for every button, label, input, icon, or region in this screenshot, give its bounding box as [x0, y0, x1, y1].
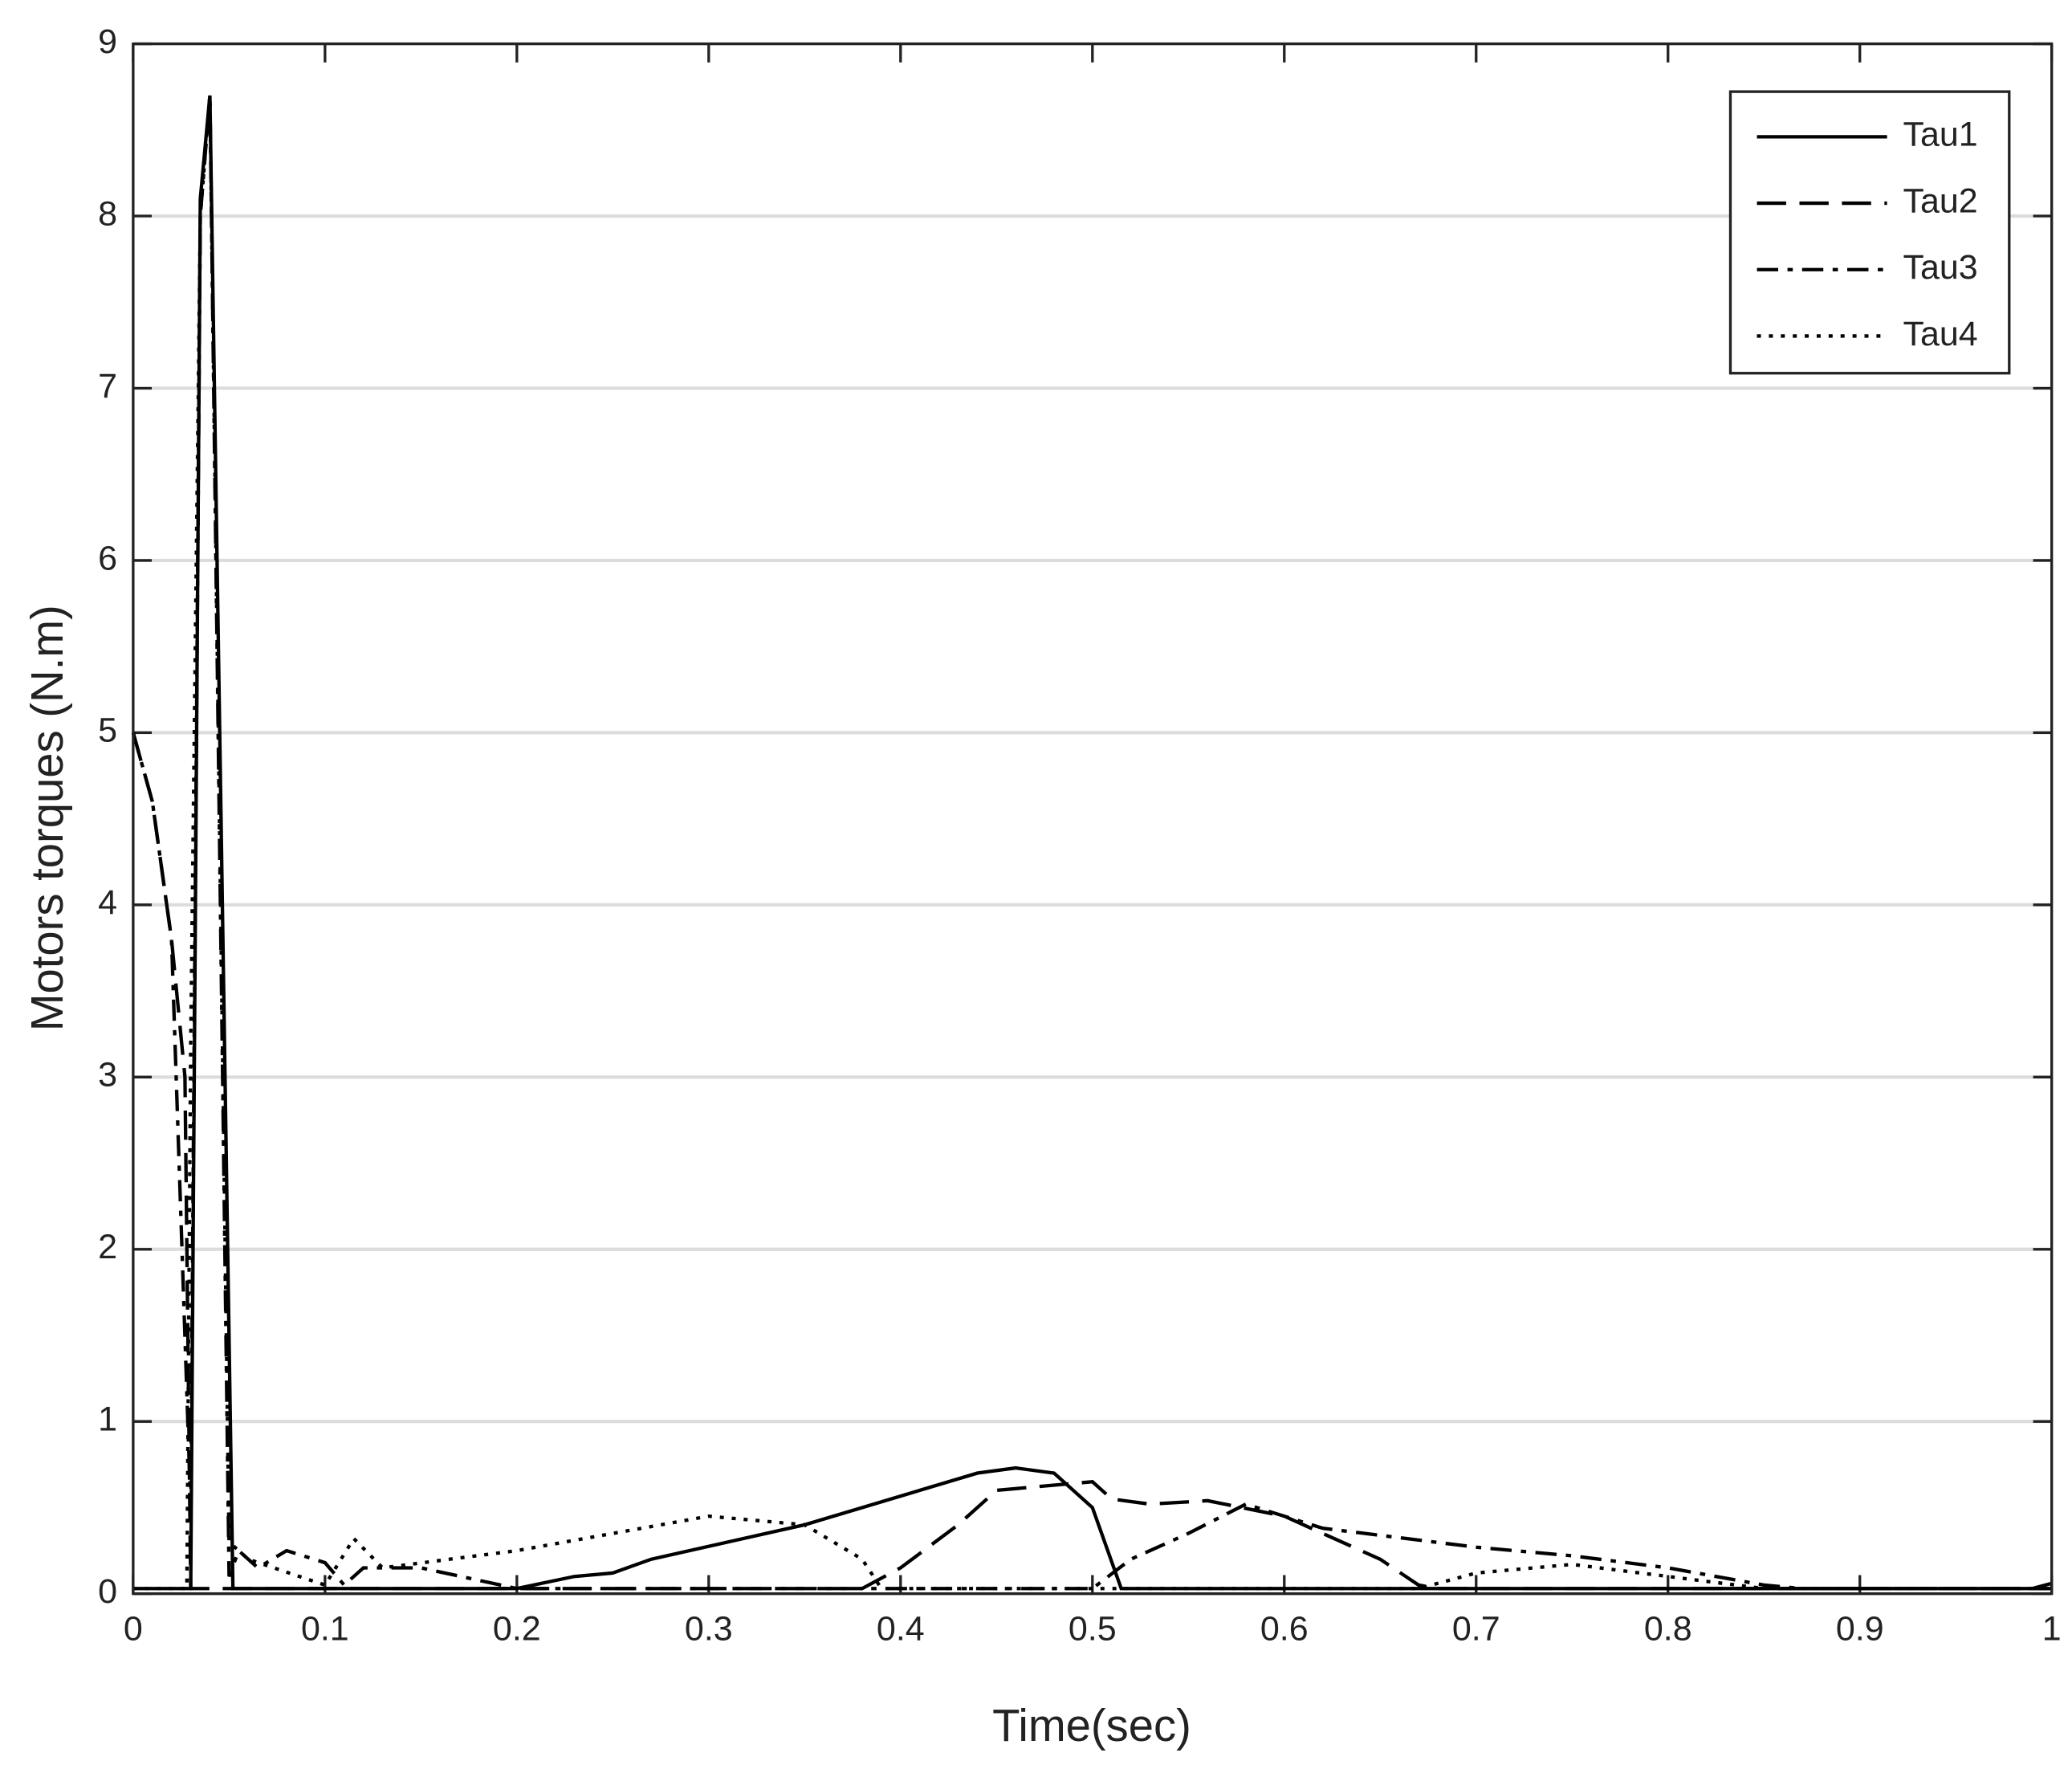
y-tick-label: 1 [98, 1400, 117, 1439]
x-tick-label: 0.8 [1644, 1609, 1692, 1648]
y-tick-label: 0 [98, 1572, 117, 1611]
x-tick-label: 0.9 [1836, 1609, 1884, 1648]
y-tick-label: 5 [98, 711, 117, 750]
series-line [131, 732, 2052, 1591]
x-tick-label: 0.1 [301, 1609, 349, 1648]
y-tick-label: 7 [98, 367, 117, 406]
legend-label: Tau4 [1903, 315, 1977, 353]
y-tick-label: 6 [98, 539, 117, 577]
x-tick-label: 0.5 [1069, 1609, 1117, 1648]
x-tick-label: 0.7 [1452, 1609, 1500, 1648]
y-tick-label: 3 [98, 1056, 117, 1094]
y-tick-label: 2 [98, 1228, 117, 1266]
x-tick-label: 0.6 [1260, 1609, 1309, 1648]
y-tick-label: 8 [98, 194, 117, 233]
x-tick-label: 0 [124, 1609, 143, 1648]
plot-frame [132, 42, 2054, 1596]
y-axis-label: Motors torques (N.m) [22, 605, 72, 1031]
y-tick-label: 9 [98, 22, 117, 61]
x-tick-label: 0.4 [877, 1609, 925, 1648]
legend-label: Tau1 [1903, 116, 1977, 154]
legend-label: Tau3 [1903, 248, 1977, 287]
x-tick-label: 0.3 [685, 1609, 733, 1648]
y-tick-label: 4 [98, 883, 117, 922]
x-axis-label: Time(sec) [992, 1700, 1191, 1751]
x-tick-label: 0.2 [493, 1609, 541, 1648]
legend-label: Tau2 [1903, 181, 1977, 220]
legend-box [1728, 90, 2011, 375]
x-tick-label: 1 [2042, 1609, 2062, 1648]
